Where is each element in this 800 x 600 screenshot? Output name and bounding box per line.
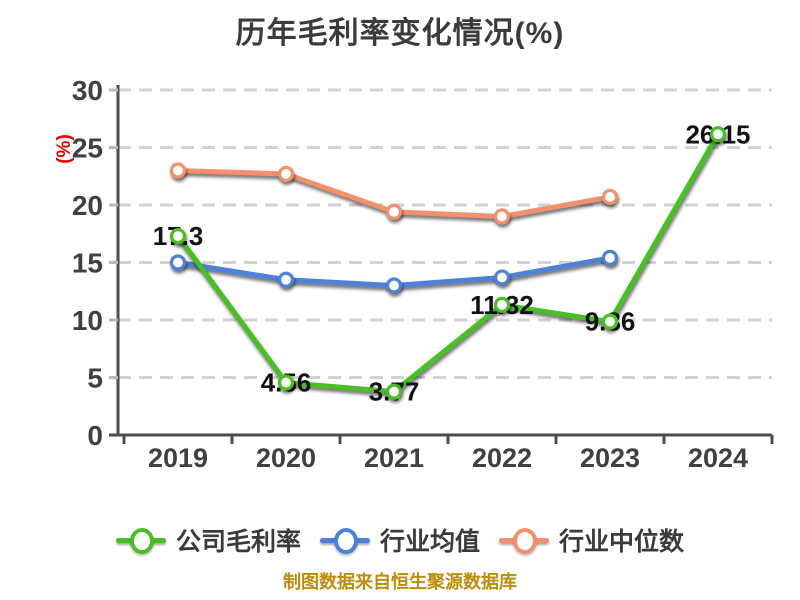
data-point [601,313,619,330]
y-tick-label: 15 [72,248,103,279]
data-point [277,271,295,288]
legend-label: 行业均值 [379,528,480,556]
legend-item-0[interactable]: 公司毛利率 [115,522,301,558]
legend-dot [129,528,154,554]
data-point [601,249,619,266]
data-point [277,374,295,391]
data-point [385,383,403,400]
legend-label: 公司毛利率 [175,528,301,556]
data-point [493,296,511,313]
legend: 公司毛利率 行业均值 行业中位数 [0,522,800,558]
x-tick-label: 2020 [256,443,316,473]
legend-line-dot-icon [115,527,166,554]
data-source-note: 制图数据来自恒生聚源数据库 [283,572,517,592]
y-tick-label: 30 [72,75,103,106]
legend-dot [513,528,537,554]
legend-label: 行业中位数 [559,528,685,556]
data-point [493,208,511,225]
data-point [277,165,295,183]
y-tick-label: 0 [87,420,103,451]
legend-line-dot-icon [499,527,549,554]
series-line-0 [175,131,721,395]
x-tick-label: 2024 [688,443,748,473]
data-point [169,227,187,245]
data-point [601,188,619,206]
x-tick-label: 2021 [364,443,424,473]
data-point [709,126,727,143]
x-tick-label: 2023 [580,443,640,473]
x-tick-label: 2022 [472,443,532,473]
data-point [169,254,187,271]
chart-title: 历年毛利率变化情况(%) [235,17,565,50]
legend-item-2[interactable]: 行业中位数 [499,522,684,558]
data-point [493,269,511,286]
y-tick-label: 5 [87,363,103,394]
legend-item-1[interactable]: 行业均值 [319,522,480,558]
data-point [169,162,187,179]
y-tick-label: 25 [72,133,103,164]
y-tick-label: 10 [72,305,103,336]
legend-dot [333,528,358,554]
legend-line-dot-icon [319,527,370,554]
x-tick-label: 2019 [148,443,208,473]
data-point [385,203,403,220]
data-point [385,277,403,294]
y-tick-label: 20 [72,190,103,221]
